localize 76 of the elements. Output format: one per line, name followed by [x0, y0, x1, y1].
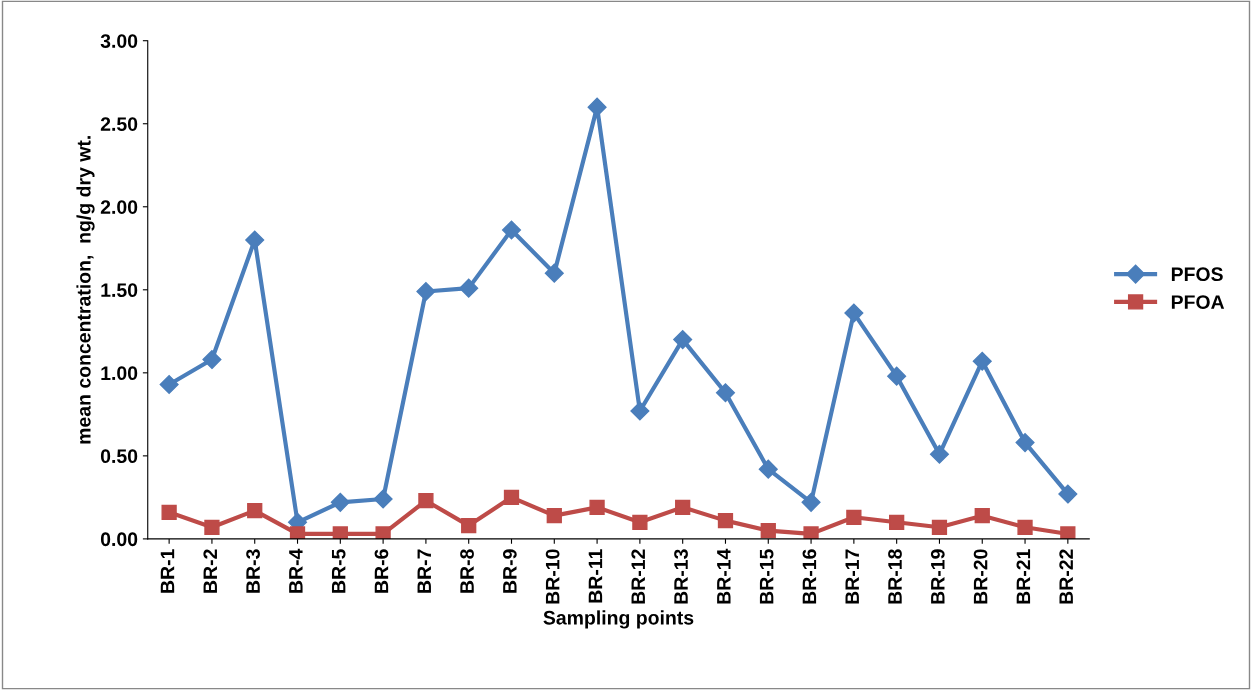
legend-label: PFOS [1171, 267, 1223, 282]
point [974, 508, 990, 524]
point [1017, 519, 1033, 535]
point [416, 281, 436, 301]
x-tick-label: BR-10 [545, 549, 560, 604]
point [375, 526, 391, 539]
x-tick-label: BR-20 [973, 549, 988, 604]
x-tick-label: BR-21 [1016, 549, 1031, 604]
x-tick-label: BR-12 [631, 549, 645, 604]
x-tick-label: BR-14 [717, 548, 731, 604]
x-tick-label: BR-1 [160, 549, 175, 593]
point [931, 519, 948, 535]
y-tick-label: 2.50 [100, 117, 138, 131]
point [587, 97, 607, 117]
x-tick-label: BR-15 [759, 549, 774, 604]
x-axis-title: Sampling points [543, 610, 694, 629]
point [202, 350, 222, 370]
x-tick-label: BR-18 [888, 549, 902, 604]
point [844, 303, 864, 323]
point [630, 401, 650, 421]
point [501, 220, 522, 240]
point [204, 519, 220, 535]
point [887, 366, 907, 386]
point [461, 517, 477, 534]
point [1060, 526, 1076, 539]
x-tick-label: BR-22 [1059, 549, 1073, 604]
point [503, 489, 520, 506]
y-tick-label: 2.00 [100, 200, 138, 215]
point [1058, 484, 1078, 504]
y-axis-title: mean concentration, ng/g dry wt. [76, 136, 95, 444]
point [929, 444, 949, 464]
point [589, 499, 605, 515]
point [632, 514, 648, 530]
point [373, 489, 393, 509]
x-tick-label: BR-4 [289, 548, 303, 593]
x-tick-label: BR-6 [374, 549, 389, 593]
point [459, 278, 479, 298]
point [760, 522, 776, 539]
x-tick-label: BR-5 [331, 549, 346, 593]
y-tick-label: 1.50 [101, 283, 138, 298]
point [247, 503, 263, 519]
point [846, 509, 862, 525]
point [801, 492, 821, 512]
x-tick-label: BR-13 [674, 549, 688, 604]
point [715, 383, 736, 403]
point [289, 526, 306, 539]
x-tick-label: BR-2 [203, 549, 217, 593]
y-tick-label: 0.50 [100, 449, 138, 464]
point [673, 330, 693, 350]
point [803, 526, 819, 539]
x-tick-label: BR-16 [802, 549, 817, 604]
x-tick-label: BR-17 [845, 549, 859, 604]
point [245, 230, 265, 250]
x-tick-label: BR-9 [502, 549, 517, 593]
point [675, 499, 691, 515]
point [161, 504, 177, 520]
point [159, 374, 179, 394]
y-tick-label: 1.00 [101, 366, 138, 381]
point [972, 351, 992, 371]
point [546, 508, 562, 524]
x-tick-label: BR-3 [246, 549, 260, 593]
legend-label: PFOA [1171, 295, 1225, 309]
x-tick-label: BR-7 [417, 549, 431, 593]
x-tick-label: BR-19 [930, 549, 945, 604]
point [332, 526, 348, 539]
point [1015, 433, 1035, 453]
point [758, 459, 778, 479]
y-tick-label: 0.00 [100, 532, 138, 547]
y-tick-label: 3.00 [100, 34, 138, 48]
point [330, 492, 350, 512]
point [717, 512, 734, 529]
point [544, 263, 564, 283]
x-tick-label: BR-11 [588, 549, 603, 603]
point [418, 493, 434, 509]
point [889, 514, 905, 530]
x-tick-label: BR-8 [460, 549, 474, 593]
